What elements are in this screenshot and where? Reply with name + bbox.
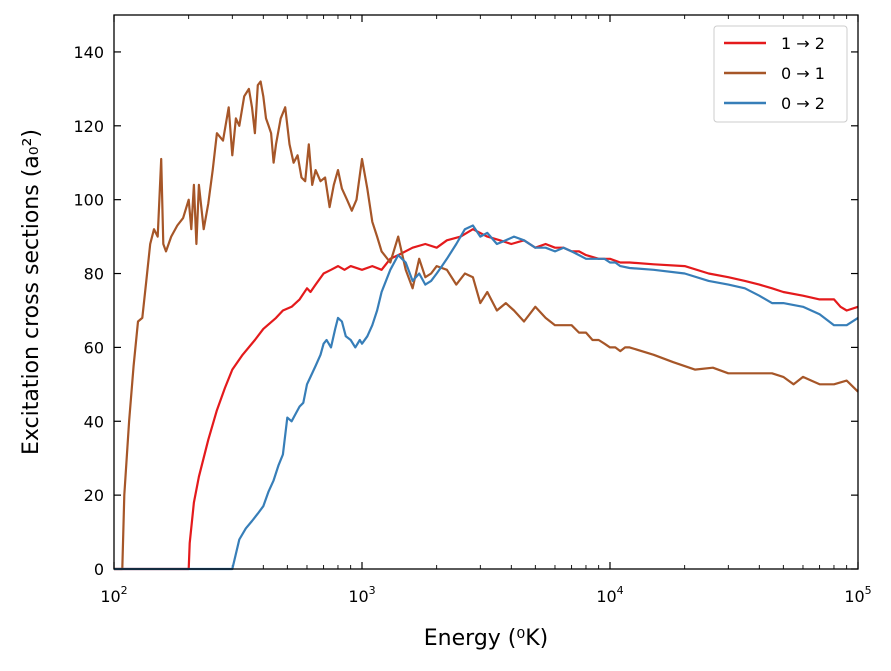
x-tick-exponent: 3: [369, 584, 376, 597]
x-tick-base: 10: [596, 587, 616, 606]
legend: 1 → 2 0 → 1 0 → 2: [713, 25, 848, 123]
series-line-1: [114, 228, 859, 571]
y-tick-label: 80: [84, 265, 104, 284]
y-tick-label: 60: [84, 338, 104, 357]
x-tick-exponent: 5: [865, 584, 872, 597]
x-tick-label: 105: [844, 584, 871, 606]
series-line-2: [114, 80, 859, 571]
series-layer: [114, 80, 859, 571]
legend-box: [713, 25, 848, 123]
y-tick-label: 40: [84, 412, 104, 431]
series-line-3: [114, 224, 859, 571]
x-axis-ticks: 102 103 104 105: [100, 15, 872, 606]
y-tick-label: 100: [73, 191, 104, 210]
plot-frame: [113, 14, 859, 570]
x-tick-label: 103: [348, 584, 375, 606]
y-tick-label: 140: [73, 43, 104, 62]
x-tick-label: 104: [596, 584, 623, 606]
y-tick-label: 0: [94, 560, 104, 579]
x-tick-base: 10: [844, 587, 864, 606]
legend-label: 0 → 2: [781, 94, 825, 113]
x-axis-title: Energy (⁰K): [424, 626, 548, 651]
x-tick-base: 10: [348, 587, 368, 606]
x-tick-exponent: 4: [617, 584, 624, 597]
x-tick-exponent: 2: [121, 584, 128, 597]
legend-label: 1 → 2: [781, 34, 825, 53]
legend-label: 0 → 1: [781, 64, 825, 83]
x-tick-label: 102: [100, 584, 127, 606]
y-tick-label: 20: [84, 486, 104, 505]
y-axis-title: Excitation cross sections (a₀²): [19, 129, 44, 455]
y-axis-ticks: 0 20 40 60 80 100 120 140: [73, 43, 858, 579]
y-tick-label: 120: [73, 117, 104, 136]
x-tick-base: 10: [100, 587, 120, 606]
